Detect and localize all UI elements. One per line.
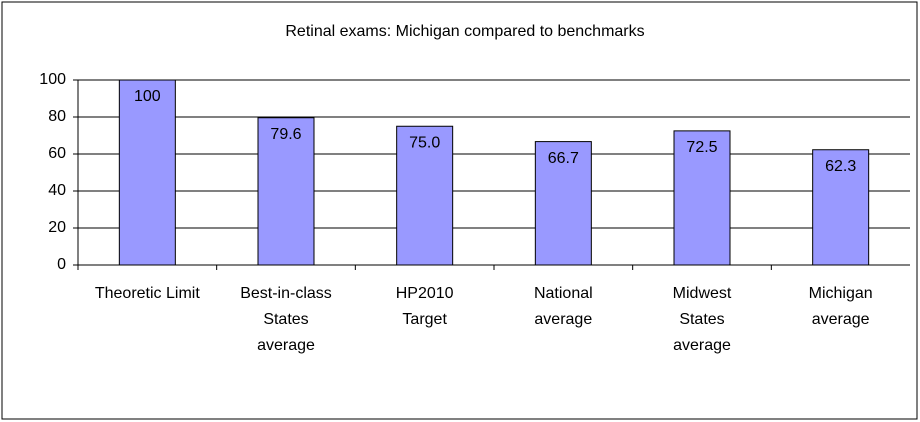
data-label: 75.0 (409, 134, 440, 151)
x-tick-label: Best-in-class States average (240, 285, 332, 354)
y-tick-label: 100 (39, 71, 66, 88)
y-tick-label: 0 (57, 256, 66, 273)
data-label: 100 (134, 88, 161, 105)
bar (257, 117, 315, 266)
bar (534, 141, 592, 266)
bar (673, 130, 731, 266)
data-label: 62.3 (825, 158, 856, 175)
x-tick-label: HP2010 Target (395, 285, 454, 328)
x-tick-label: Theoretic Limit (94, 285, 200, 302)
bar (118, 79, 176, 266)
data-label: 79.6 (270, 126, 301, 143)
data-label: 72.5 (686, 139, 717, 156)
y-tick-label: 40 (48, 182, 66, 199)
y-tick-label: 60 (48, 145, 66, 162)
y-tick-label: 80 (48, 108, 66, 125)
y-tick-label: 20 (48, 219, 66, 236)
x-tick-label: National average (533, 285, 593, 328)
data-label: 66.7 (548, 150, 579, 167)
chart-title: Retinal exams: Michigan compared to benc… (285, 23, 644, 40)
x-tick-label: Midwest States average (672, 285, 732, 354)
x-tick-label: Michigan average (808, 285, 873, 328)
